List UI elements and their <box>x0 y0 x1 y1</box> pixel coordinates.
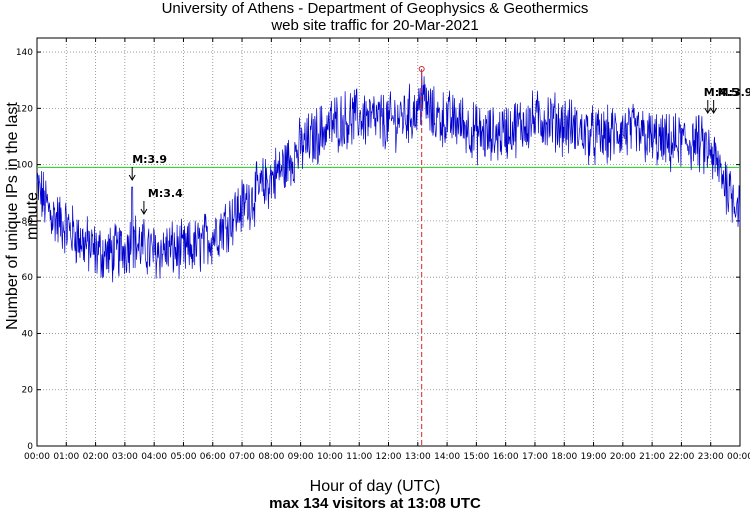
x-tick-label: 10:00 <box>317 452 343 462</box>
x-tick-label: 05:00 <box>170 452 196 462</box>
earthquake-annotation-label: M:3.9 <box>132 153 167 166</box>
x-tick-label: 13:00 <box>405 452 431 462</box>
x-tick-label: 16:00 <box>493 452 519 462</box>
x-tick-label: 19:00 <box>581 452 607 462</box>
x-axis-label: Hour of day (UTC) <box>309 478 441 495</box>
earthquake-annotation-label: M:3.9 <box>718 86 750 99</box>
y-tick-label: 0 <box>27 442 33 452</box>
x-tick-label: 03:00 <box>112 452 138 462</box>
plot-frame <box>36 37 741 447</box>
max-point-marker <box>418 65 425 72</box>
x-tick-label: 00:00 <box>24 452 50 462</box>
y-tick-label: 60 <box>22 273 34 283</box>
x-tick-label: 23:00 <box>698 452 724 462</box>
x-tick-label: 04:00 <box>141 452 167 462</box>
x-tick-label: 20:00 <box>610 452 636 462</box>
x-tick-label: 11:00 <box>346 452 372 462</box>
x-tick-label: 12:00 <box>376 452 402 462</box>
chart-title: University of Athens - Department of Geo… <box>161 0 589 17</box>
y-tick-label: 100 <box>16 161 33 171</box>
x-tick-label: 18:00 <box>551 452 577 462</box>
x-tick-label: 08:00 <box>258 452 284 462</box>
earthquake-arrow-head <box>140 208 148 215</box>
x-tick-label: 02:00 <box>83 452 109 462</box>
y-tick-label: 40 <box>22 329 34 339</box>
earthquake-arrow-head <box>710 107 718 114</box>
y-tick-label: 120 <box>16 104 33 114</box>
earthquake-arrow-head <box>128 174 136 181</box>
x-tick-label: 01:00 <box>53 452 79 462</box>
chart-subtitle: web site traffic for 20-Mar-2021 <box>271 17 479 34</box>
x-tick-label: 15:00 <box>463 452 489 462</box>
max-visitors-summary: max 134 visitors at 13:08 UTC <box>269 495 481 512</box>
x-tick-label: 21:00 <box>639 452 665 462</box>
earthquake-annotation-label: M:3.4 <box>148 187 183 200</box>
y-tick-label: 80 <box>22 217 34 227</box>
x-tick-label: 14:00 <box>434 452 460 462</box>
x-tick-label: 22:00 <box>668 452 694 462</box>
x-tick-label: 06:00 <box>200 452 226 462</box>
x-tick-label: 09:00 <box>288 452 314 462</box>
earthquake-arrow-head <box>704 107 712 114</box>
x-tick-label: 17:00 <box>522 452 548 462</box>
x-tick-label: 07:00 <box>229 452 255 462</box>
y-tick-label: 20 <box>22 386 34 396</box>
x-tick-label: 00:00 <box>727 452 750 462</box>
traffic-series-line <box>36 68 741 283</box>
earthquake-annotation-label: M:4.5 <box>704 86 739 99</box>
y-tick-label: 140 <box>16 48 33 58</box>
